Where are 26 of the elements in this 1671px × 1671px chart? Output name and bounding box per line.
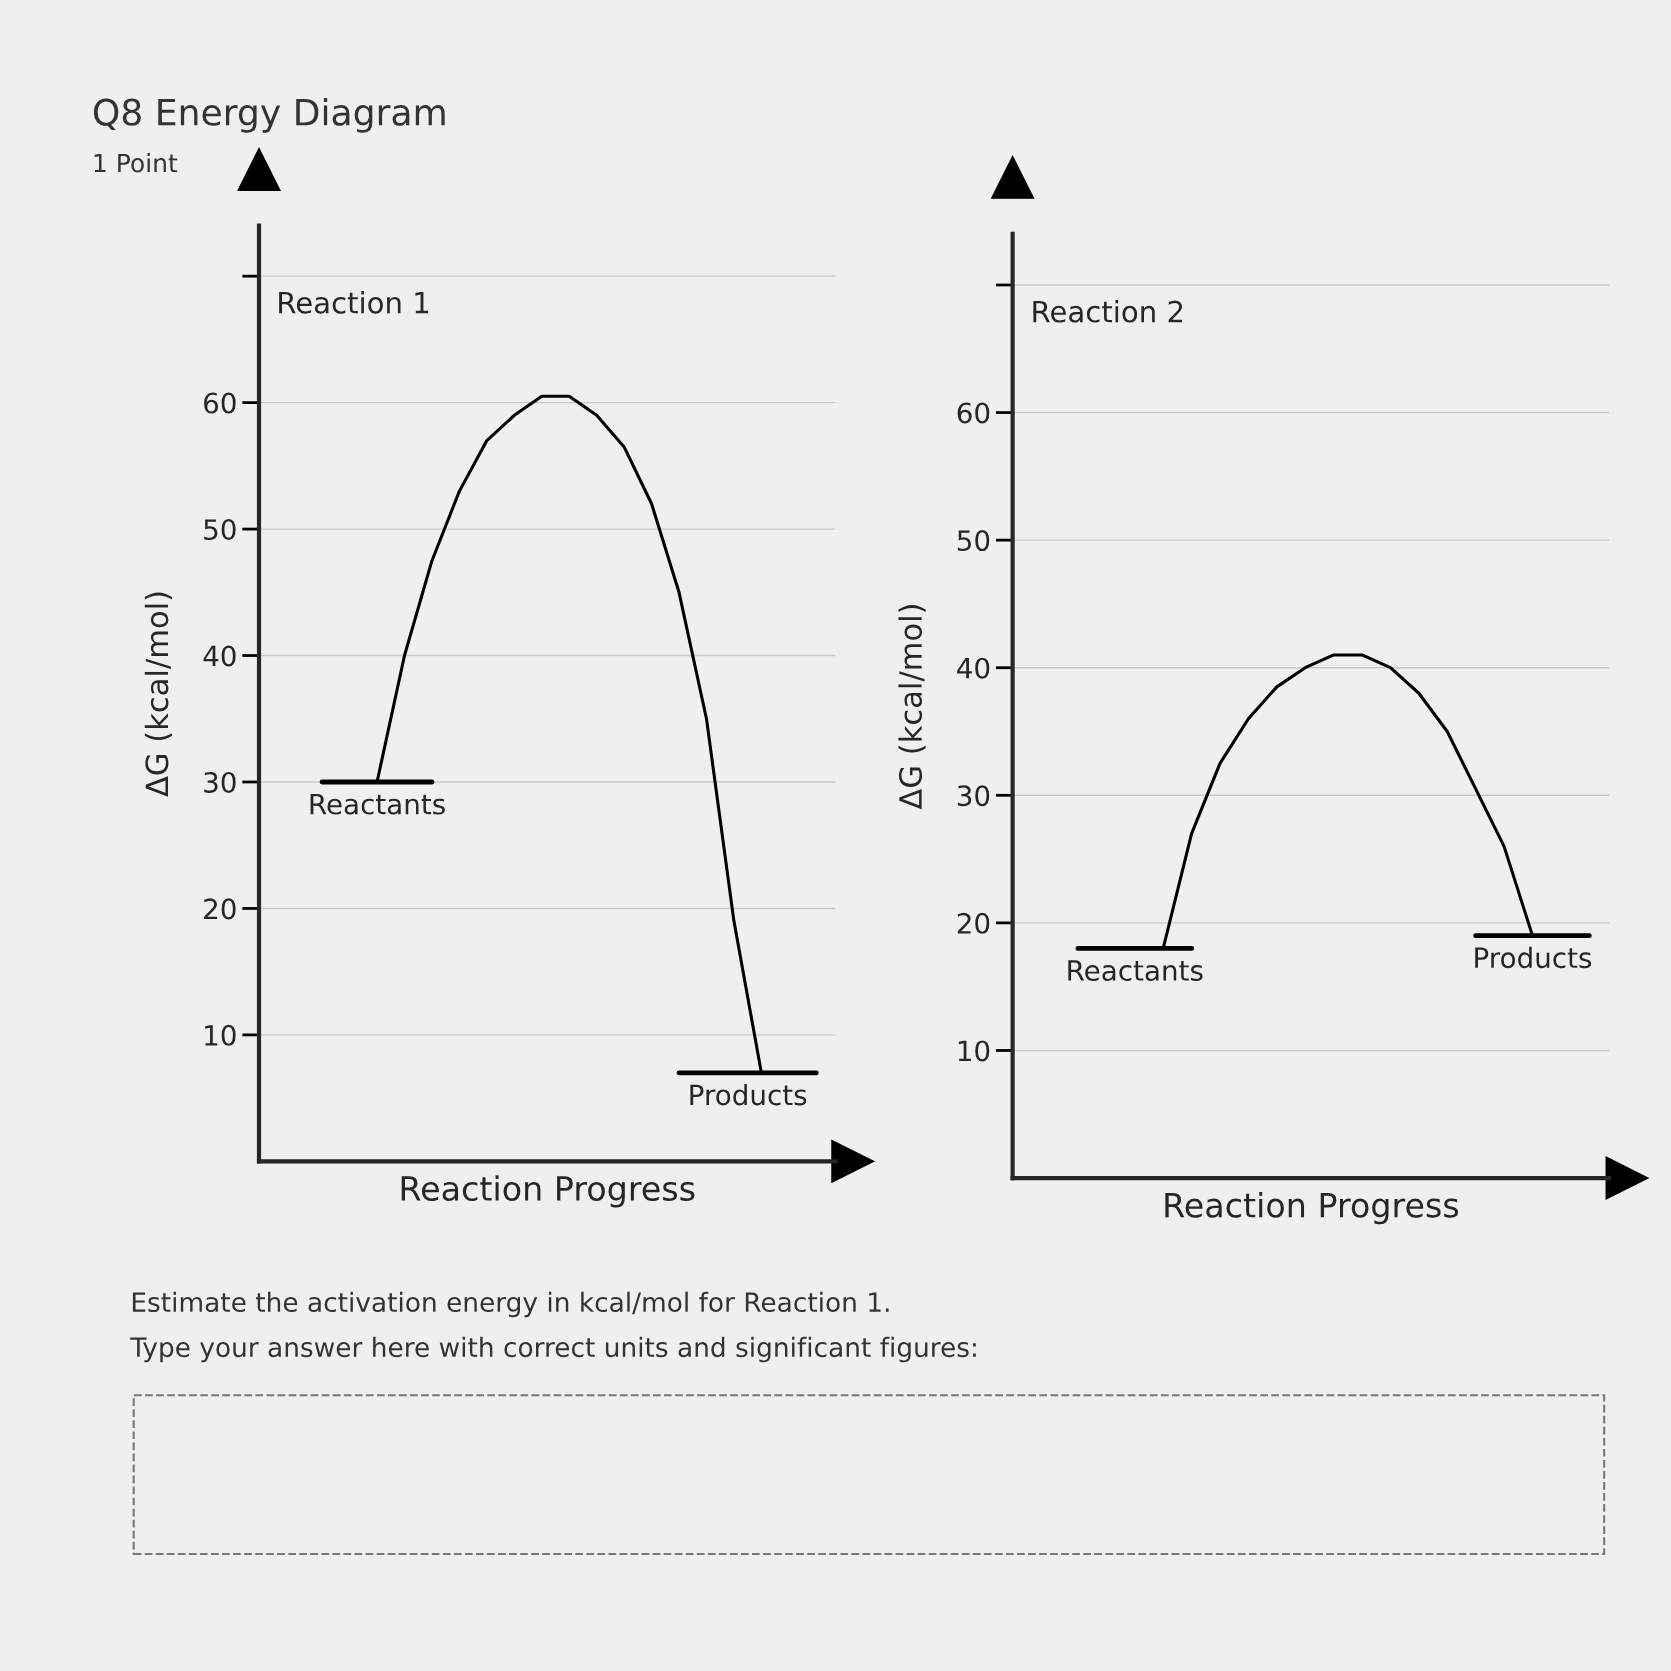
y-tick-label: 30 xyxy=(957,785,990,807)
y-tick-label: 60 xyxy=(957,402,990,424)
y-tick-label: 20 xyxy=(204,898,236,920)
y-axis-title: ΔG (kcal/mol) xyxy=(144,592,173,797)
annotation: Products xyxy=(1475,946,1592,969)
y-tick-label: 10 xyxy=(205,1024,236,1046)
annotation: Reactants xyxy=(310,793,445,815)
y-tick-label: 60 xyxy=(204,392,236,414)
y-tick-label: 40 xyxy=(203,645,236,667)
text: Reaction 2 xyxy=(1033,300,1183,323)
text: Estimate the activation energy in kcal/mol for Reaction 1. xyxy=(132,1291,889,1318)
y-tick-label: 30 xyxy=(204,771,236,793)
text: Q8 Energy Diagram xyxy=(93,97,445,133)
annotation: Reactants xyxy=(1068,960,1203,982)
y-axis-title: ΔG (kcal/mol) xyxy=(898,605,926,810)
y-tick-label: 10 xyxy=(958,1040,990,1062)
x-axis-title: Reaction Progress xyxy=(401,1175,695,1208)
text: Type your answer here with correct units and significant figures: xyxy=(130,1336,976,1363)
text: 1 Point xyxy=(94,153,178,173)
annotation: Products xyxy=(690,1083,807,1106)
x-axis-title: Reaction Progress xyxy=(1165,1191,1459,1225)
y-tick-label: 50 xyxy=(957,530,990,552)
y-tick-label: 20 xyxy=(957,912,990,934)
y-tick-label: 40 xyxy=(957,657,990,679)
text: Reaction 1 xyxy=(279,291,429,314)
y-tick-label: 50 xyxy=(204,519,236,541)
